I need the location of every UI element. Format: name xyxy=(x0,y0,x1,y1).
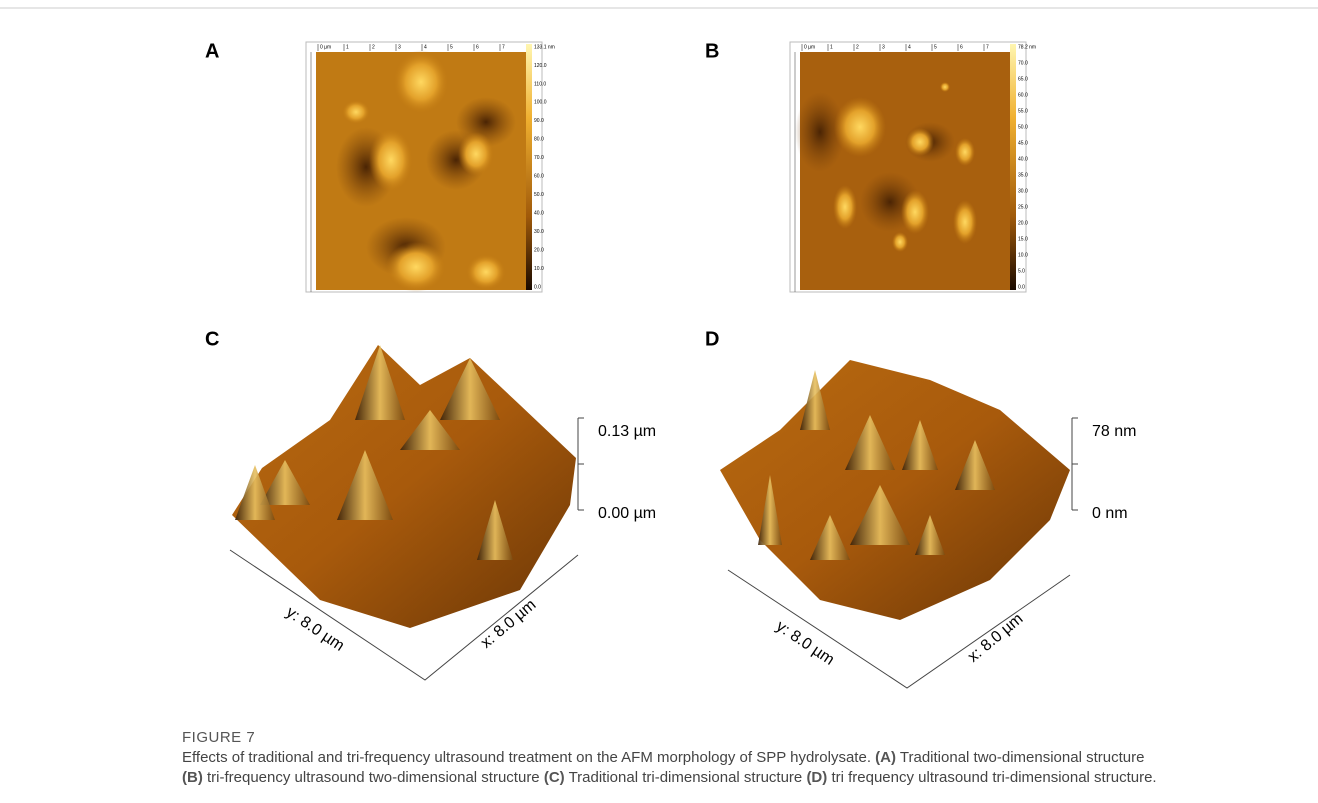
colorbar-label: 40.0 xyxy=(534,210,544,216)
caption-intro: Effects of traditional and tri-frequency… xyxy=(182,749,871,766)
colorbar-label: 15.0 xyxy=(1018,236,1028,242)
colorbar-label: 5.0 xyxy=(1018,268,1025,274)
ruler-label: 1 xyxy=(346,44,349,50)
colorbar-label: 60.0 xyxy=(534,174,544,180)
caption: FIGURE 7 Effects of traditional and tri-… xyxy=(182,728,1302,788)
z-label-top: 78 nm xyxy=(1092,423,1136,440)
ruler-label: 5 xyxy=(450,44,453,50)
afm-feature xyxy=(953,200,977,244)
afm-feature xyxy=(458,132,494,176)
ruler-label: 2 xyxy=(856,44,859,50)
z-label-bottom: 0 nm xyxy=(1092,505,1128,522)
ruler-label: 0 µm xyxy=(804,44,815,50)
panel-label: A xyxy=(205,40,219,62)
caption-part-text: Traditional tri-dimensional structure xyxy=(569,769,803,786)
colorbar-label: 30.0 xyxy=(534,229,544,235)
caption-part-label: (C) xyxy=(544,769,565,786)
ruler-label: 4 xyxy=(908,44,911,50)
colorbar-label: 78.2 nm xyxy=(1018,44,1036,50)
afm-image xyxy=(800,52,1010,290)
figure-label: FIGURE 7 xyxy=(182,728,1302,748)
colorbar-label: 80.0 xyxy=(534,137,544,143)
colorbar-label: 90.0 xyxy=(534,118,544,124)
colorbar-label: 120.0 xyxy=(534,63,547,69)
x-axis-label: x: 8.0 µm xyxy=(965,610,1027,666)
panel-label: D xyxy=(705,328,719,350)
caption-part-label: (A) xyxy=(875,749,896,766)
caption-text: Effects of traditional and tri-frequency… xyxy=(182,748,1302,788)
colorbar-label: 0.0 xyxy=(534,284,541,290)
afm-feature xyxy=(466,254,506,290)
colorbar-label: 0.0 xyxy=(1018,284,1025,290)
ruler-label: 4 xyxy=(424,44,427,50)
ruler-label: 6 xyxy=(960,44,963,50)
y-axis-label: y: 8.0 µm xyxy=(283,604,347,655)
afm-feature xyxy=(386,242,446,292)
ruler-label: 5 xyxy=(934,44,937,50)
afm-feature xyxy=(892,232,908,252)
afm-feature xyxy=(901,190,929,234)
colorbar-label: 50.0 xyxy=(534,192,544,198)
y-axis-label: y: 8.0 µm xyxy=(773,618,837,669)
z-label-bottom: 0.00 µm xyxy=(598,505,656,522)
colorbar-label: 70.0 xyxy=(534,155,544,161)
panel-label: B xyxy=(705,40,719,62)
colorbar-label: 110.0 xyxy=(534,81,546,87)
caption-part-text: tri-frequency ultrasound two-dimensional… xyxy=(207,769,540,786)
colorbar-label: 133.1 nm xyxy=(534,44,555,50)
caption-part-label: (B) xyxy=(182,769,203,786)
ruler-label: 3 xyxy=(398,44,401,50)
colorbar-label: 50.0 xyxy=(1018,124,1028,130)
page: ABCD0 µm1234567133.1 nm120.0110.0100.090… xyxy=(0,0,1318,803)
colorbar xyxy=(526,44,532,290)
ruler-label: 0 µm xyxy=(320,44,331,50)
afm-feature xyxy=(369,128,413,192)
colorbar-label: 65.0 xyxy=(1018,76,1028,82)
caption-part-text: tri frequency ultrasound tri-dimensional… xyxy=(831,769,1156,786)
ruler-label: 2 xyxy=(372,44,375,50)
afm-feature xyxy=(393,50,449,114)
ruler-label: 7 xyxy=(986,44,989,50)
colorbar-label: 55.0 xyxy=(1018,108,1028,114)
colorbar-label: 60.0 xyxy=(1018,92,1028,98)
z-label-top: 0.13 µm xyxy=(598,423,656,440)
afm-feature xyxy=(342,100,370,124)
x-axis-label: x: 8.0 µm xyxy=(478,596,540,652)
afm-feature xyxy=(955,138,975,166)
colorbar-label: 70.0 xyxy=(1018,60,1028,66)
ruler-label: 1 xyxy=(830,44,833,50)
afm-feature xyxy=(833,185,857,229)
colorbar-label: 40.0 xyxy=(1018,156,1028,162)
colorbar-label: 20.0 xyxy=(1018,220,1028,226)
ruler-label: 7 xyxy=(502,44,505,50)
afm-feature xyxy=(906,128,934,156)
afm-feature xyxy=(834,97,886,157)
colorbar-label: 10.0 xyxy=(1018,252,1028,258)
caption-part-text: Traditional two-dimensional structure xyxy=(900,749,1145,766)
afm-feature xyxy=(940,82,950,92)
colorbar-label: 10.0 xyxy=(534,266,544,272)
caption-part-label: (D) xyxy=(806,769,827,786)
colorbar-label: 45.0 xyxy=(1018,140,1028,146)
colorbar-label: 30.0 xyxy=(1018,188,1028,194)
ruler-label: 3 xyxy=(882,44,885,50)
colorbar xyxy=(1010,44,1016,290)
ruler-label: 6 xyxy=(476,44,479,50)
colorbar-label: 25.0 xyxy=(1018,204,1028,210)
panel-label: C xyxy=(205,328,219,350)
colorbar-label: 100.0 xyxy=(534,100,547,106)
colorbar-label: 35.0 xyxy=(1018,172,1028,178)
colorbar-label: 20.0 xyxy=(534,247,544,253)
